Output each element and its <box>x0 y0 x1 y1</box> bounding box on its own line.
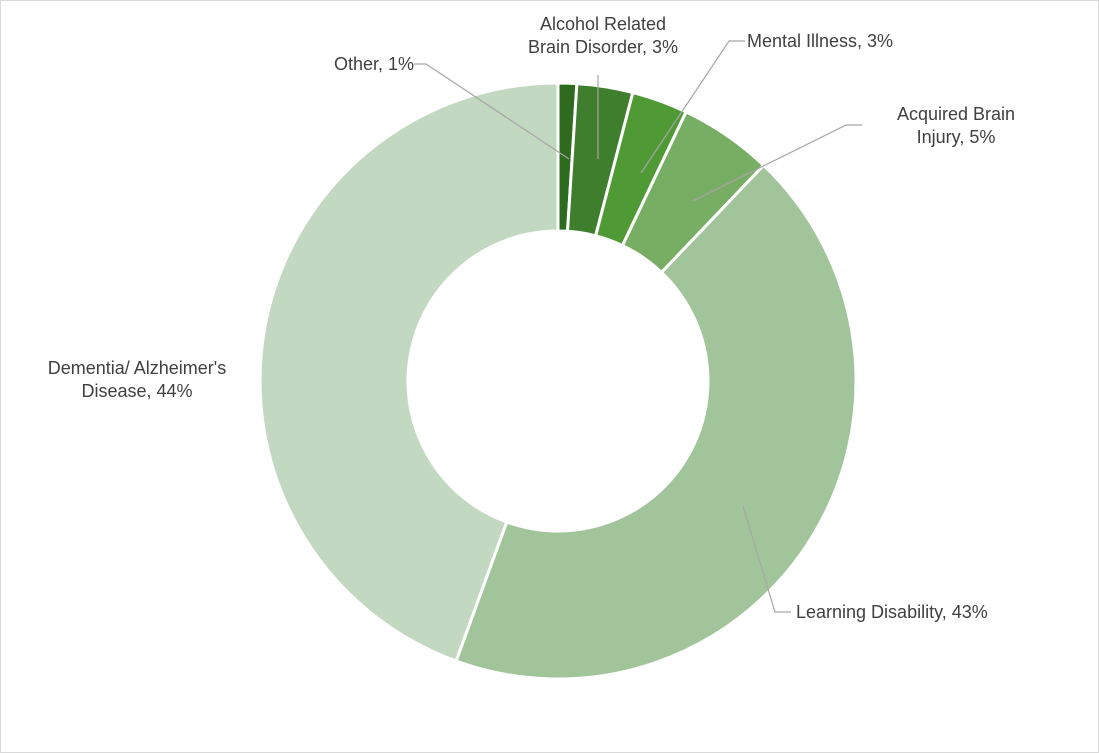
leader-lines-layer <box>414 40 862 613</box>
leader-line-learning-disability <box>742 505 791 613</box>
data-label-acquired-brain-injury: Acquired Brain Injury, 5% <box>896 104 1016 147</box>
data-label-alcohol-related-brain-disorder: Alcohol Related Brain Disorder, 3% <box>527 14 679 57</box>
leader-line-mental-illness <box>640 40 745 174</box>
data-label-other: Other, 1% <box>333 54 414 74</box>
data-label-learning-disability: Learning Disability, 43% <box>796 602 988 622</box>
slices-layer <box>258 81 858 681</box>
leader-line-acquired-brain-injury <box>692 124 862 202</box>
data-label-mental-illness: Mental Illness, 3% <box>747 31 894 51</box>
data-label-dementia-alzheimers-disease: Dementia/ Alzheimer's Disease, 44% <box>47 358 227 401</box>
leader-line-other <box>414 63 570 160</box>
